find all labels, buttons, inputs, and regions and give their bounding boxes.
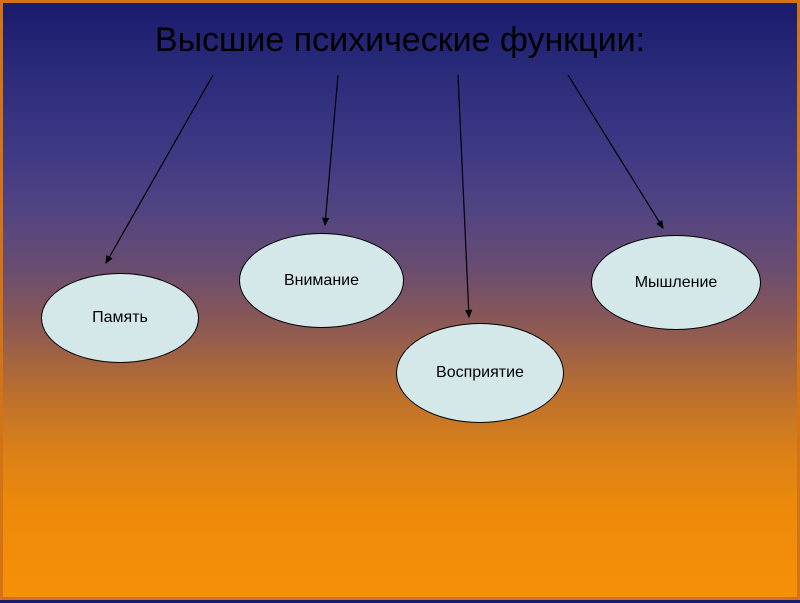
node-thinking: Мышление [591,235,761,330]
slide-title: Высшие психические функции: [155,21,645,60]
node-attention: Внимание [239,233,404,328]
node-memory: Память [41,273,199,363]
arrow-line [325,75,338,225]
arrow-line [568,75,663,228]
node-label: Память [92,309,148,327]
node-label: Внимание [284,272,359,290]
node-label: Восприятие [436,364,524,382]
arrow-line [106,75,213,263]
node-label: Мышление [635,274,718,292]
arrow-line [458,75,469,317]
node-perception: Восприятие [396,323,564,423]
